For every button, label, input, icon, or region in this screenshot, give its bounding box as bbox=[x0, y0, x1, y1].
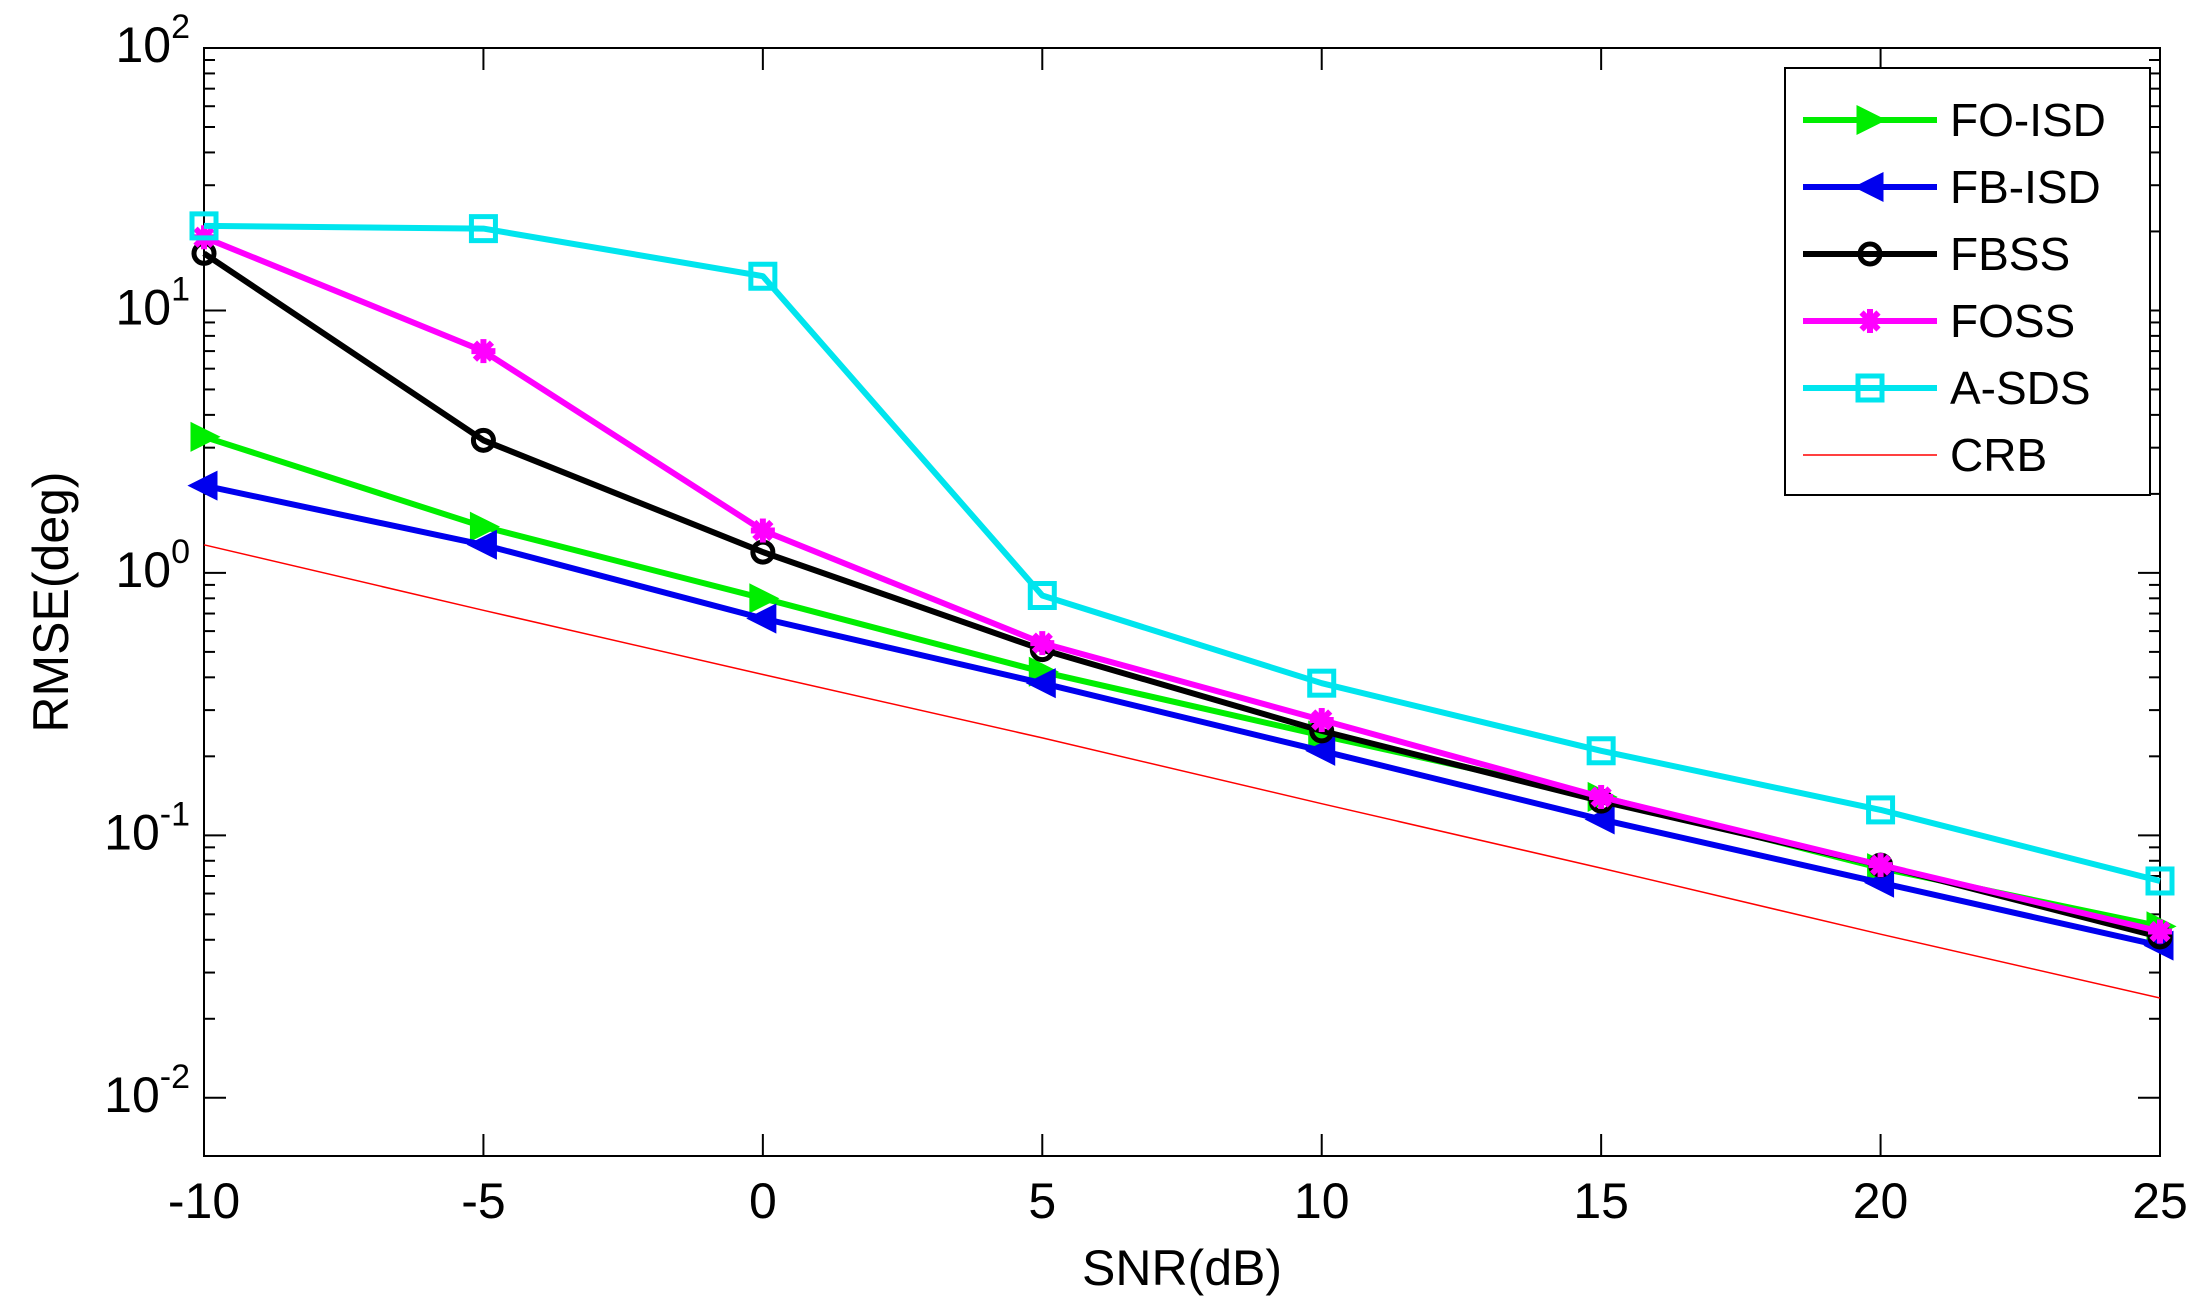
x-axis-title: SNR(dB) bbox=[1082, 1240, 1282, 1296]
x-tick-label: 10 bbox=[1294, 1173, 1350, 1229]
legend-item-fo-isd: FO-ISD bbox=[1803, 94, 2106, 146]
data-point-fo-isd bbox=[749, 583, 780, 614]
data-point-a-sds bbox=[1027, 581, 1057, 611]
legend: FO-ISD FB-ISD FBSS FOSS A-SDS CRB bbox=[1784, 67, 2151, 496]
data-point-foss bbox=[1030, 631, 1055, 656]
x-tick-label: 0 bbox=[749, 1173, 777, 1229]
data-point-fb-isd bbox=[1584, 804, 1615, 835]
tick-labels: -10 -5 0 5 10 15 20 25 10-2 10-1 100 101 102 bbox=[104, 8, 2188, 1229]
legend-marker-fbss bbox=[1857, 241, 1883, 267]
data-point-fb-isd bbox=[1025, 668, 1056, 699]
data-point-foss bbox=[1868, 853, 1893, 878]
legend-box bbox=[1784, 67, 2151, 496]
legend-label-foss: FOSS bbox=[1950, 295, 2075, 347]
legend-item-fbss: FBSS bbox=[1803, 228, 2070, 280]
x-tick-label: -10 bbox=[168, 1173, 240, 1229]
legend-item-a-sds: A-SDS bbox=[1803, 362, 2091, 414]
y-tick-label: 10-2 bbox=[104, 1058, 190, 1123]
data-point-foss bbox=[750, 518, 775, 543]
y-tick-label: 102 bbox=[115, 8, 190, 73]
legend-marker-fo-isd bbox=[1856, 104, 1887, 136]
data-point-foss bbox=[471, 339, 496, 364]
legend-item-crb: CRB bbox=[1803, 429, 2047, 481]
legend-label-a-sds: A-SDS bbox=[1950, 362, 2091, 414]
data-point-a-sds bbox=[2145, 866, 2175, 896]
data-point-fb-isd bbox=[746, 603, 777, 634]
legend-marker-fb-isd bbox=[1853, 171, 1884, 203]
data-point-a-sds bbox=[468, 214, 498, 244]
legend-label-crb: CRB bbox=[1950, 429, 2047, 481]
series-crb bbox=[203, 544, 2161, 999]
data-point-foss bbox=[2148, 919, 2172, 944]
data-point-foss bbox=[1309, 708, 1334, 733]
y-tick-label: 10-1 bbox=[104, 795, 190, 860]
data-point-a-sds bbox=[1866, 795, 1896, 825]
data-point-a-sds bbox=[189, 211, 219, 241]
legend-label-fo-isd: FO-ISD bbox=[1950, 94, 2106, 146]
series-line-crb bbox=[203, 544, 2161, 999]
data-point-fo-isd bbox=[469, 511, 501, 542]
series-line-fb-isd bbox=[203, 482, 2161, 949]
series-line-a-sds bbox=[203, 222, 2161, 884]
data-point-a-sds bbox=[1586, 736, 1616, 766]
legend-item-foss: FOSS bbox=[1803, 295, 2075, 347]
data-point-fo-isd bbox=[190, 421, 221, 452]
data-point-fb-isd bbox=[187, 470, 218, 501]
y-tick-label: 100 bbox=[115, 533, 190, 598]
data-point-a-sds bbox=[748, 261, 778, 291]
data-point-fb-isd bbox=[466, 529, 497, 560]
x-tick-label: 15 bbox=[1573, 1173, 1629, 1229]
data-point-foss bbox=[1589, 784, 1614, 809]
legend-label-fb-isd: FB-ISD bbox=[1950, 161, 2101, 213]
legend-item-fb-isd: FB-ISD bbox=[1803, 161, 2101, 213]
x-tick-label: -5 bbox=[461, 1173, 505, 1229]
legend-label-fbss: FBSS bbox=[1950, 228, 2070, 280]
data-point-fbss bbox=[470, 427, 496, 453]
y-axis-title: RMSE(deg) bbox=[23, 471, 79, 732]
y-tick-label: 101 bbox=[115, 270, 190, 335]
data-point-a-sds bbox=[1307, 668, 1337, 698]
data-point-fb-isd bbox=[1305, 735, 1336, 766]
legend-marker-a-sds bbox=[1855, 373, 1885, 403]
series-a-sds bbox=[189, 211, 2175, 896]
series-layer bbox=[187, 211, 2177, 999]
series-line-foss bbox=[202, 234, 2161, 935]
x-tick-label: 25 bbox=[2132, 1173, 2188, 1229]
legend-marker-foss bbox=[1858, 309, 1882, 333]
x-tick-label: 5 bbox=[1028, 1173, 1056, 1229]
x-tick-label: 20 bbox=[1853, 1173, 1909, 1229]
